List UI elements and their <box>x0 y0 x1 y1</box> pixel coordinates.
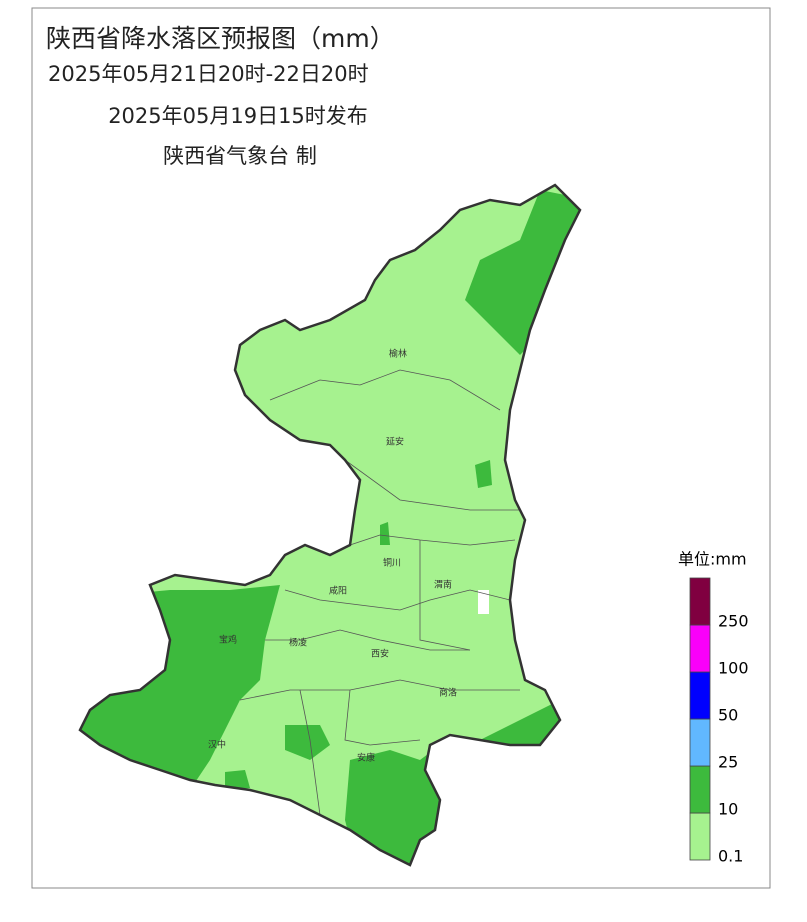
city-label: 铜川 <box>383 557 401 569</box>
city-label: 延安 <box>386 436 404 448</box>
legend-swatch <box>689 718 711 767</box>
legend: 0.1 10 25 50 100 250 <box>689 577 749 866</box>
legend-swatch <box>689 671 711 720</box>
legend-swatch <box>689 812 711 861</box>
county-borders <box>239 369 520 816</box>
city-label: 咸阳 <box>329 585 347 597</box>
legend-label: 50 <box>718 706 738 725</box>
legend-swatch <box>689 577 711 626</box>
city-label: 杨凌 <box>289 637 307 649</box>
city-label: 西安 <box>371 648 389 660</box>
legend-swatch <box>689 624 711 673</box>
issued: 2025年05月19日15时发布 <box>108 104 368 128</box>
legend-label: 250 <box>718 612 749 631</box>
producer: 陕西省气象台 制 <box>163 144 317 168</box>
legend-label: 10 <box>718 800 738 819</box>
city-label: 安康 <box>357 752 375 764</box>
legend-swatch <box>689 765 711 814</box>
legend-label: 25 <box>718 753 738 772</box>
period: 2025年05月21日20时-22日20时 <box>48 62 369 86</box>
no-rain-spot <box>478 590 489 614</box>
legend-label: 0.1 <box>718 847 743 866</box>
city-label: 汉中 <box>208 739 226 751</box>
legend-label: 100 <box>718 659 749 678</box>
city-label: 渭南 <box>434 579 452 591</box>
legend-unit: 单位:mm <box>678 550 747 569</box>
title: 陕西省降水落区预报图（mm） <box>46 24 395 53</box>
city-label: 榆林 <box>389 348 407 360</box>
city-label: 宝鸡 <box>219 634 237 646</box>
city-label: 商洛 <box>439 687 457 699</box>
